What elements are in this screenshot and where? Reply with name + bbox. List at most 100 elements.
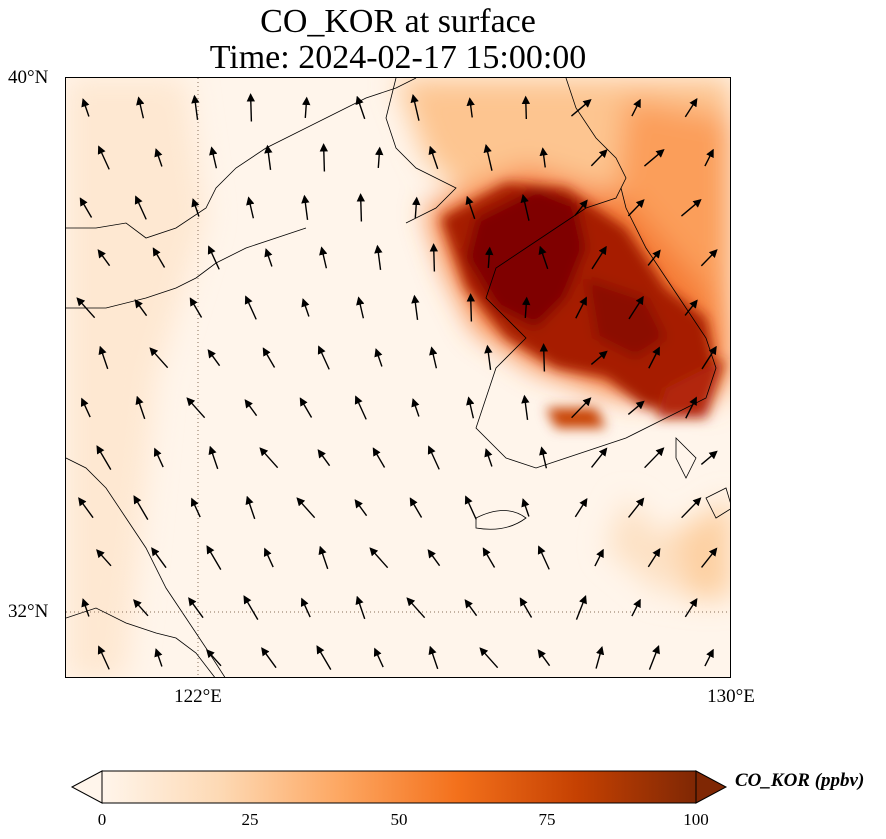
wind-arrow — [261, 647, 277, 669]
wind-arrow — [244, 295, 257, 320]
wind-arrow — [700, 547, 718, 568]
wind-arrow — [207, 245, 220, 270]
wind-arrow — [412, 196, 421, 219]
wind-arrow — [684, 97, 698, 118]
wind-arrow — [539, 343, 549, 372]
wind-arrow — [245, 495, 256, 520]
wind-arrow — [317, 345, 330, 370]
wind-arrow — [263, 547, 274, 568]
wind-arrow — [631, 598, 641, 617]
wind-arrow — [627, 400, 645, 415]
wind-arrow — [428, 645, 439, 670]
wind-arrow — [244, 399, 258, 417]
wind-arrow — [465, 195, 476, 220]
wind-arrow — [319, 143, 329, 172]
wind-arrow — [464, 495, 477, 520]
wind-arrow — [355, 595, 366, 620]
wind-arrow — [153, 447, 164, 468]
wind-arrow — [208, 445, 219, 470]
wind-arrow — [539, 446, 548, 469]
map-canvas — [66, 78, 730, 677]
wind-arrow — [409, 497, 423, 518]
y-tick-label: 40°N — [8, 67, 49, 88]
wind-arrow — [355, 95, 366, 120]
wind-arrow — [302, 96, 311, 119]
wind-arrow — [483, 143, 493, 171]
wind-arrow — [466, 293, 476, 322]
wind-arrow — [521, 498, 530, 517]
wind-arrow — [81, 598, 90, 617]
wind-arrow — [189, 297, 203, 318]
wind-arrow — [319, 246, 328, 269]
wind-arrow — [429, 346, 438, 369]
wind-arrow — [484, 448, 493, 467]
colorbar-gradient — [101, 770, 697, 804]
wind-arrow — [484, 344, 493, 370]
wind-arrow — [574, 199, 588, 216]
wind-arrow — [411, 398, 420, 417]
wind-arrow — [374, 244, 383, 270]
wind-arrow — [188, 597, 204, 619]
wind-arrow — [264, 248, 273, 267]
wind-arrow — [648, 645, 660, 670]
wind-arrow — [648, 346, 660, 369]
wind-arrow — [80, 397, 91, 418]
wind-arrow — [296, 497, 316, 519]
wind-arrow — [406, 597, 426, 619]
wind-arrow — [154, 648, 163, 667]
wind-arrow — [647, 547, 661, 568]
colorbar-tick: 25 — [241, 810, 259, 829]
wind-arrow — [644, 447, 665, 469]
wind-arrow — [133, 495, 149, 521]
wind-arrow — [479, 647, 499, 669]
wind-arrow — [680, 199, 702, 217]
wind-arrow — [375, 146, 384, 169]
x-tick-label: 122°E — [174, 686, 222, 707]
wind-arrow — [537, 545, 550, 570]
wind-arrow — [520, 193, 530, 221]
wind-arrow — [701, 345, 717, 370]
wind-arrow — [264, 144, 273, 170]
wind-arrow — [685, 396, 697, 419]
wind-arrow — [537, 649, 551, 667]
wind-arrow — [152, 247, 166, 268]
wind-arrow — [301, 194, 310, 220]
colorbar-max-extend — [695, 770, 728, 804]
map-panel — [65, 77, 731, 678]
wind-arrow — [317, 449, 331, 467]
map-title-line2: Time: 2024-02-17 15:00:00 — [209, 39, 587, 76]
wind-arrow — [369, 547, 389, 569]
wind-arrow — [684, 299, 698, 316]
wind-arrow — [595, 646, 605, 669]
wind-arrow — [631, 98, 641, 117]
wind-arrow — [356, 296, 365, 319]
wind-arrow — [81, 98, 90, 117]
wind-arrow — [154, 148, 163, 167]
wind-arrow — [207, 349, 221, 367]
wind-arrow — [466, 97, 475, 118]
wind-arrow — [684, 597, 698, 618]
wind-arrow — [482, 547, 496, 568]
wind-arrow — [539, 147, 548, 168]
wind-arrow — [704, 648, 714, 667]
wind-arrow — [570, 99, 592, 117]
wind-arrow — [521, 394, 530, 420]
wind-arrow — [411, 294, 420, 320]
wind-arrow — [700, 249, 718, 267]
wind-arrow — [410, 93, 420, 121]
wind-arrow — [134, 299, 148, 317]
concentration-core — [441, 183, 726, 428]
wind-arrow — [429, 243, 439, 272]
wind-arrow — [374, 348, 383, 367]
wind-arrow — [519, 597, 533, 618]
wind-arrow — [373, 647, 384, 668]
colorbar-label: CO_KOR (ppbv) — [735, 770, 865, 791]
map-title-line1: CO_KOR at surface — [260, 3, 536, 40]
wind-arrow — [151, 547, 167, 569]
wind-arrow — [318, 545, 329, 570]
wind-arrow — [96, 445, 112, 471]
wind-arrow — [428, 145, 439, 170]
wind-arrow — [628, 295, 644, 320]
colorbar-tick: 0 — [97, 810, 107, 829]
wind-vectors — [76, 93, 718, 671]
